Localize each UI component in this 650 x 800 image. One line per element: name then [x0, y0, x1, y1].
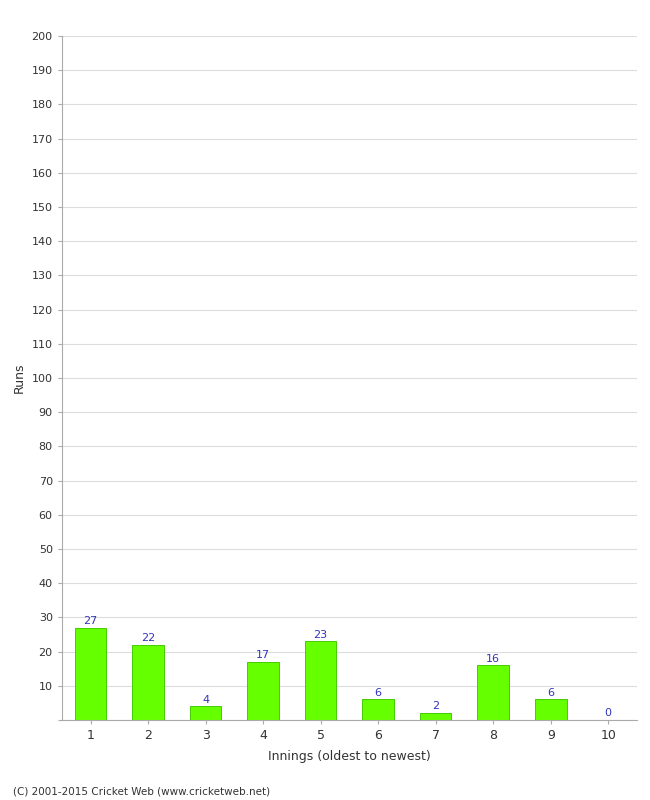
- Bar: [535, 699, 567, 720]
- Bar: [75, 628, 107, 720]
- Bar: [190, 706, 222, 720]
- Text: 0: 0: [604, 708, 612, 718]
- Text: 22: 22: [141, 633, 155, 643]
- Text: 17: 17: [256, 650, 270, 660]
- Text: 6: 6: [374, 688, 382, 698]
- Text: 6: 6: [547, 688, 554, 698]
- Text: 2: 2: [432, 702, 439, 711]
- Bar: [362, 699, 394, 720]
- Bar: [420, 713, 452, 720]
- Text: (C) 2001-2015 Cricket Web (www.cricketweb.net): (C) 2001-2015 Cricket Web (www.cricketwe…: [13, 786, 270, 796]
- Text: 23: 23: [313, 630, 328, 640]
- Text: 4: 4: [202, 694, 209, 705]
- Bar: [305, 642, 337, 720]
- Text: 27: 27: [83, 616, 98, 626]
- Bar: [132, 645, 164, 720]
- Bar: [477, 666, 509, 720]
- Text: 16: 16: [486, 654, 500, 663]
- Y-axis label: Runs: Runs: [13, 362, 26, 394]
- X-axis label: Innings (oldest to newest): Innings (oldest to newest): [268, 750, 431, 763]
- Bar: [247, 662, 279, 720]
